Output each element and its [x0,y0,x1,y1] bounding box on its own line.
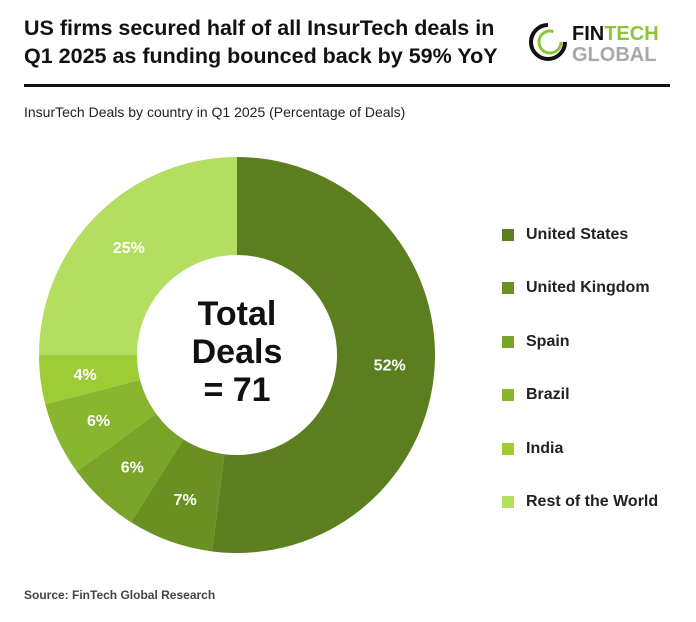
legend-item: Rest of the World [502,476,658,530]
legend-swatch [502,335,514,348]
donut-slice-brazil [45,379,157,472]
donut-slice-united-states [212,157,435,553]
legend-swatch [502,389,514,402]
legend-swatch [502,228,514,241]
donut-slice-rest-of-the-world [39,157,237,355]
divider [24,84,670,87]
legend-label: India [526,439,564,457]
legend-item: United States [502,208,658,262]
donut-slice-spain [76,413,184,523]
svg-text:FINTECH: FINTECH [572,23,659,45]
source-note: Source: FinTech Global Research [24,588,216,602]
center-label: = 71 [203,371,270,409]
chart-subtitle: InsurTech Deals by country in Q1 2025 (P… [24,104,406,120]
data-label: 25% [113,240,145,257]
data-label: 7% [174,492,197,509]
legend-label: Spain [526,332,570,350]
legend-label: United States [526,225,629,243]
legend-swatch [502,496,514,509]
center-label: Deals [192,333,283,371]
data-label: 6% [121,460,144,477]
legend-label: United Kingdom [526,279,650,297]
donut-slice-india [39,355,141,405]
legend: United States United Kingdom Spain Brazil In… [502,208,658,529]
legend-item: Spain [502,315,658,369]
legend-label: Rest of the World [526,493,659,511]
data-label: 6% [87,413,110,430]
legend-swatch [502,282,514,295]
legend-item: India [502,422,658,476]
center-label: Total [198,295,277,333]
logo-ring-icon: FINTECH GLOBAL [529,23,659,66]
svg-text:GLOBAL: GLOBAL [572,44,656,66]
legend-item: Brazil [502,369,658,423]
headline: US firms secured half of all InsurTech d… [24,16,498,68]
data-label: 52% [374,358,406,375]
legend-swatch [502,442,514,455]
data-label: 4% [74,367,97,384]
legend-label: Brazil [526,386,570,404]
fintech-global-logo: FINTECH GLOBAL [528,18,688,68]
donut-slice-united-kingdom [130,439,225,552]
legend-item: United Kingdom [502,262,658,316]
